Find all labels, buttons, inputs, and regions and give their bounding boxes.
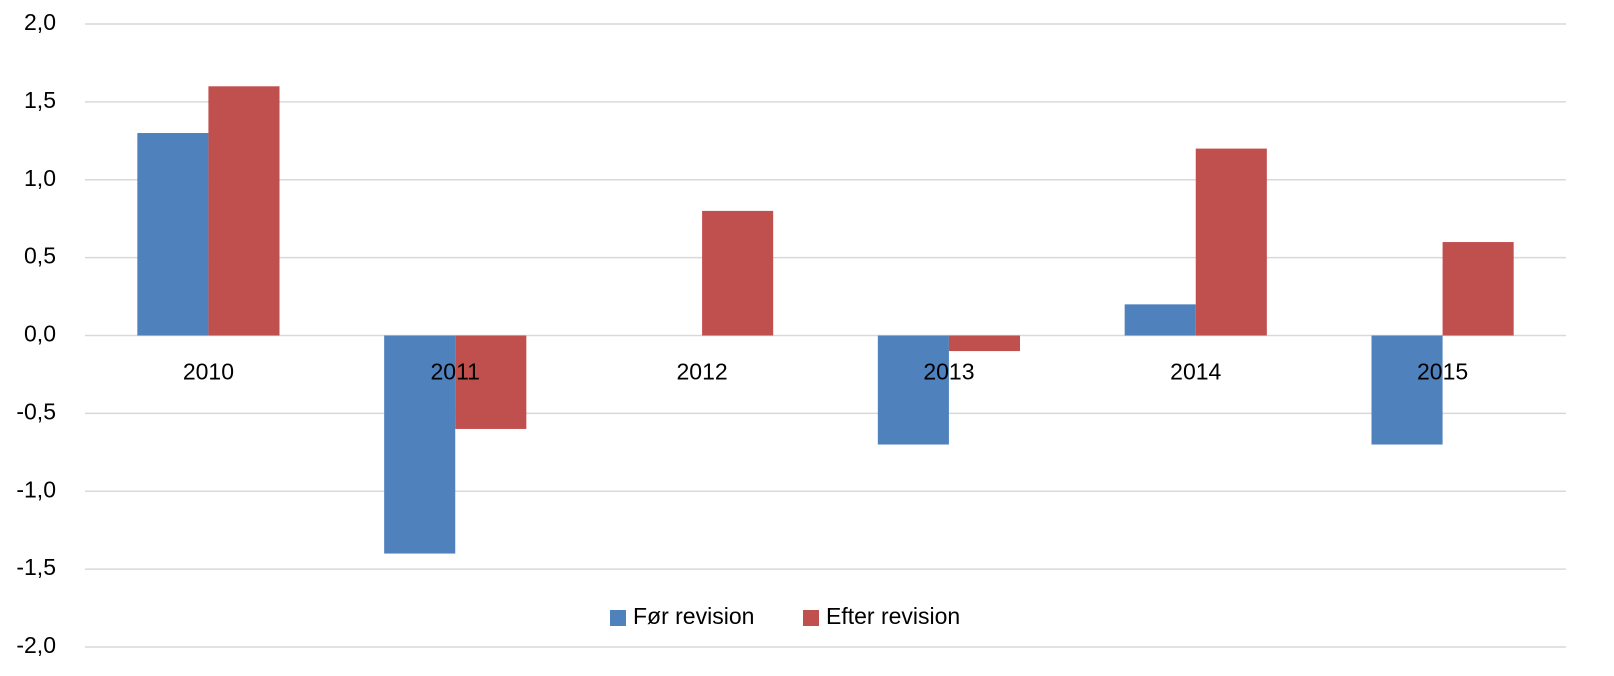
y-tick-label: -1,5 (16, 554, 56, 580)
legend-label: Efter revision (826, 603, 960, 629)
x-tick-label: 2010 (183, 359, 234, 385)
bar (208, 86, 280, 336)
y-tick-label: -2,0 (16, 632, 56, 658)
bar (1371, 335, 1443, 445)
bar (384, 335, 456, 554)
y-tick-label: 2,0 (24, 9, 56, 35)
x-tick-label: 2015 (1417, 359, 1468, 385)
x-tick-label: 2014 (1170, 359, 1221, 385)
y-tick-label: 1,5 (24, 87, 56, 113)
bar (877, 335, 949, 445)
y-tick-label: 0,5 (24, 243, 56, 269)
x-tick-label: 2012 (676, 359, 727, 385)
y-tick-label: 0,0 (24, 321, 56, 347)
bar (455, 335, 527, 429)
bar (1442, 242, 1514, 336)
y-tick-label: -0,5 (16, 398, 56, 424)
x-tick-label: 2013 (923, 359, 974, 385)
x-tick-label: 2011 (431, 359, 480, 385)
bar (1195, 148, 1267, 336)
bar (702, 210, 774, 336)
y-tick-label: 1,0 (24, 165, 56, 191)
legend-label: Før revision (633, 603, 754, 629)
y-tick-label: -1,0 (16, 476, 56, 502)
legend-swatch (803, 610, 819, 626)
bar (137, 133, 209, 336)
bar (1124, 304, 1196, 336)
bar (948, 335, 1021, 352)
legend-swatch (610, 610, 626, 626)
